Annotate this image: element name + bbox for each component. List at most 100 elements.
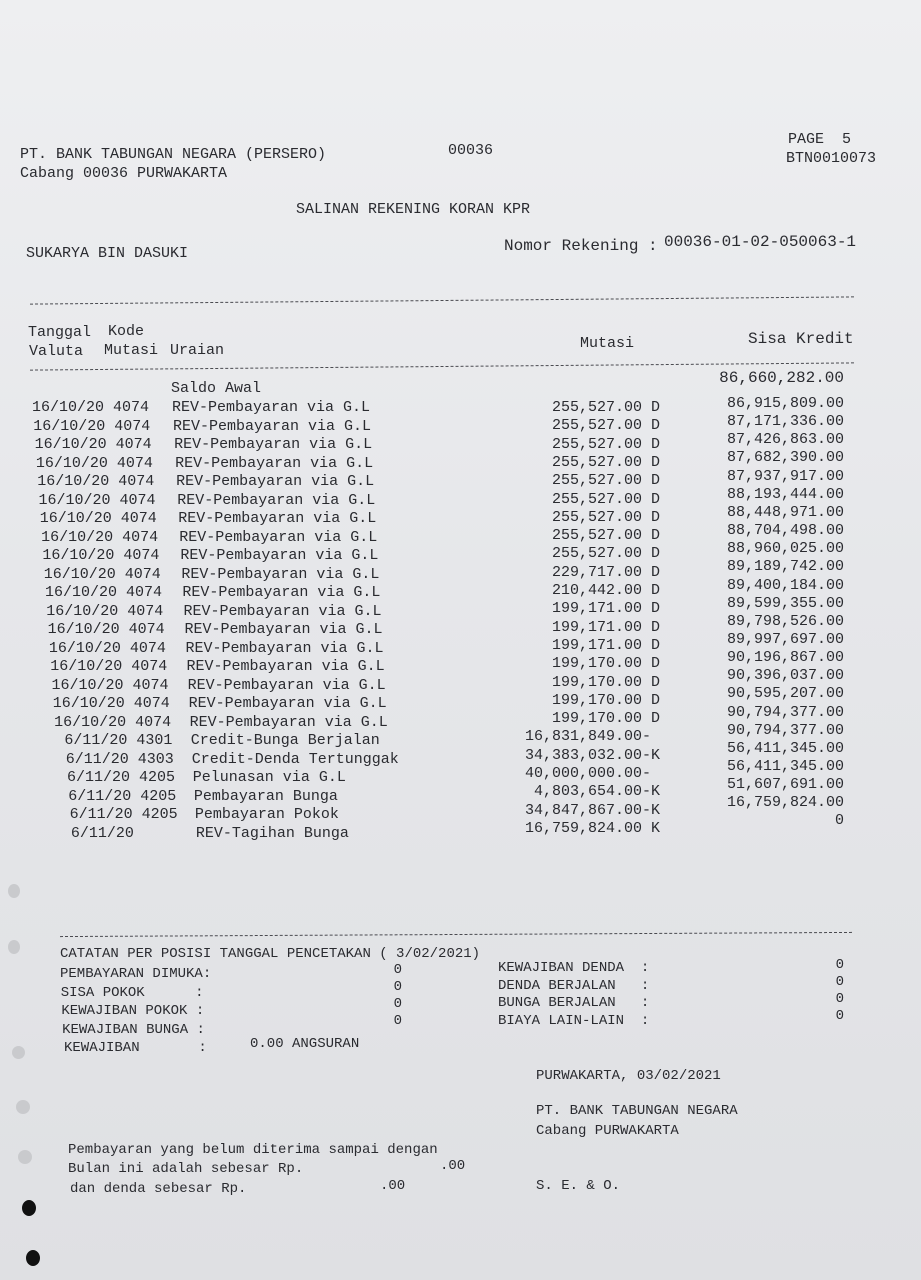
transaction-date: 16/10/20 [45,584,118,601]
transaction-amount: 255,527.00 D [551,545,660,563]
transaction-balance: 51,607,691.00 [726,776,844,794]
transaction-description: Credit-Denda Tertunggak [191,750,399,768]
transaction-date: 16/10/20 [38,491,111,509]
transaction-balance: 89,189,742.00 [726,558,844,576]
transaction-balance: 87,426,863.00 [726,431,844,449]
transaction-amount: 16,831,849.00- [524,728,660,746]
transaction-balance: 90,794,377.00 [726,703,844,721]
transaction-code: 4074 [127,602,164,620]
transaction-amount: 199,170.00 D [551,710,660,728]
transaction-amount: 34,847,867.00-K [524,801,660,819]
transaction-description: REV-Pembayaran via G.L [179,528,378,546]
transaction-date: 16/10/20 [41,528,114,546]
transaction-balance: 16,759,824.00 [726,794,844,812]
transaction-code: 4074 [131,658,168,675]
note-label: BIAYA LAIN-LAIN : [498,1012,650,1029]
note-value: 0 [835,991,844,1007]
transaction-amount: 210,442.00 D [551,582,660,599]
transaction-date: 16/10/20 [43,565,116,583]
transaction-code: 4074 [116,454,153,472]
transaction-description: Pelunasan via G.L [192,769,346,786]
transaction-date: 16/10/20 [32,399,105,416]
transaction-description: REV-Pembayaran via G.L [177,491,376,509]
transaction-description: REV-Pembayaran via G.L [188,695,387,712]
transaction-amount: 199,171.00 D [551,618,660,636]
transaction-date: 16/10/20 [46,602,119,620]
place-date: PURWAKARTA, 03/02/2021 [536,1068,721,1084]
note-label: BUNGA BERJALAN : [498,995,650,1011]
transaction-amount: 255,527.00 D [551,490,660,508]
transaction-code: 4205 [140,787,177,805]
transaction-amount: 199,170.00 D [551,691,660,709]
transaction-description: REV-Pembayaran via G.L [184,621,383,638]
transaction-description: REV-Pembayaran via G.L [173,417,372,435]
transaction-description: Credit-Bunga Berjalan [190,732,380,749]
transaction-description: REV-Pembayaran via G.L [174,436,373,453]
col-mutasi: Mutasi [580,335,635,352]
transaction-description: Pembayaran Bunga [193,787,338,805]
transaction-date: 16/10/20 [51,676,124,694]
transaction-description: REV-Pembayaran via G.L [175,454,374,472]
transaction-balance: 87,171,336.00 [726,413,844,431]
transaction-balance: 56,411,345.00 [726,739,844,757]
branch-name: Cabang 00036 PURWAKARTA [20,165,228,182]
col-sisa-kredit: Sisa Kredit [748,330,854,348]
transaction-date: 16/10/20 [33,417,106,435]
transaction-balance: 89,798,526.00 [726,612,844,630]
divider [30,296,854,305]
divider [60,931,852,938]
penalty-amount: .00 [380,1178,406,1194]
document-code: BTN0010073 [786,150,877,167]
transaction-description: REV-Pembayaran via G.L [183,602,382,620]
customer-name: SUKARYA BIN DASUKI [26,245,189,262]
transaction-date: 16/10/20 [50,658,123,675]
transaction-date: 6/11/20 [61,824,134,842]
note-value: 0 [393,962,402,978]
transaction-balance: 89,599,355.00 [726,594,844,612]
transaction-amount: 199,171.00 D [551,636,660,654]
opening-label: Saldo Awal [171,380,262,397]
penalty-line: dan denda sebesar Rp. [70,1181,247,1197]
unpaid-line1: Pembayaran yang belum diterima sampai de… [68,1142,438,1158]
transaction-code: 4074 [124,565,161,583]
transaction-code: 4303 [137,750,174,768]
bank-name: PT. BANK TABUNGAN NEGARA (PERSERO) [20,146,327,163]
transaction-date: 16/10/20 [52,695,125,712]
transaction-amount: 16,759,824.00 K [524,819,660,837]
transaction-description: REV-Pembayaran via G.L [182,584,381,601]
transaction-amount: 229,717.00 D [551,563,660,581]
transaction-description: REV-Pembayaran via G.L [180,547,379,564]
transaction-date: 6/11/20 [58,769,131,786]
transaction-amount: 40,000,000.00- [524,765,660,782]
transaction-balance: 90,595,207.00 [726,685,844,703]
col-uraian: Uraian [170,342,225,359]
transaction-description: REV-Pembayaran via G.L [181,565,380,583]
note-label: PEMBAYARAN DIMUKA: [60,966,212,982]
note-value: 0 [835,1008,844,1024]
transaction-balance: 56,411,345.00 [726,758,844,775]
transaction-balance: 86,915,809.00 [726,395,844,412]
transaction-code: 4074 [114,417,151,435]
punch-hole [8,940,20,954]
transaction-amount: 34,383,032.00-K [524,746,660,764]
transaction-amount: 199,170.00 D [551,655,660,673]
col-kode: Kode [108,323,145,340]
transaction-code: 4074 [113,399,150,416]
transaction-code: 4074 [126,584,163,601]
account-label: Nomor Rekening : [504,237,658,255]
transaction-amount: 255,527.00 D [551,527,660,545]
kewajiban-value: 0.00 ANGSURAN [250,1036,360,1052]
note-label: KEWAJIBAN BUNGA : [62,1021,205,1038]
transaction-date: 16/10/20 [34,436,107,453]
transaction-description: REV-Pembayaran via G.L [178,510,377,527]
transaction-date: 16/10/20 [54,713,127,731]
transaction-balance: 0 [834,812,844,830]
document-title: SALINAN REKENING KORAN KPR [296,201,531,218]
transaction-description: REV-Pembayaran via G.L [172,399,371,416]
transaction-code [143,825,183,843]
transaction-date: 6/11/20 [59,787,132,805]
transaction-description: REV-Tagihan Bunga [195,824,349,842]
transaction-amount: 199,171.00 D [551,600,660,618]
transaction-code: 4205 [139,769,176,786]
unpaid-amount: .00 [440,1158,466,1174]
